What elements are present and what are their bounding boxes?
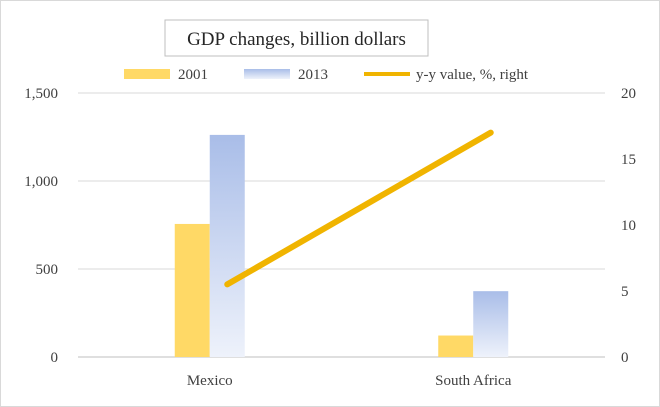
chart-title: GDP changes, billion dollars <box>187 29 406 50</box>
bar-2013-mexico <box>209 134 245 357</box>
bars <box>174 134 509 357</box>
legend-label-yy: y-y value, %, right <box>416 67 529 83</box>
category-axis: Mexico South Africa <box>187 373 512 389</box>
chart-title-box: GDP changes, billion dollars <box>164 19 429 57</box>
category-label: South Africa <box>435 373 512 389</box>
left-tick-label: 0 <box>51 350 59 366</box>
legend-label-2013: 2013 <box>298 67 328 83</box>
right-tick-label: 10 <box>621 218 636 234</box>
legend-swatch-2013 <box>244 69 290 79</box>
bar-2013-south-africa <box>473 291 509 357</box>
gridlines <box>78 92 605 358</box>
title-box <box>164 19 429 57</box>
category-label: Mexico <box>187 373 233 389</box>
right-axis: 0 5 10 15 20 <box>621 86 636 366</box>
right-tick-label: 5 <box>621 284 629 300</box>
right-tick-label: 0 <box>621 350 629 366</box>
left-axis: 0 500 1,000 1,500 <box>24 86 58 366</box>
right-tick-label: 20 <box>621 86 636 102</box>
legend-swatch-2001 <box>124 69 170 79</box>
legend-label-2001: 2001 <box>178 67 208 83</box>
left-tick-label: 1,000 <box>24 174 58 190</box>
left-tick-label: 1,500 <box>24 86 58 102</box>
bar-2001-south-africa <box>438 335 474 357</box>
right-tick-label: 15 <box>621 152 636 168</box>
line-series <box>224 129 494 288</box>
line-yy-value <box>224 129 494 288</box>
left-tick-label: 500 <box>36 262 59 278</box>
bar-2001-mexico <box>174 223 210 357</box>
legend: 2001 2013 y-y value, %, right <box>124 67 529 83</box>
